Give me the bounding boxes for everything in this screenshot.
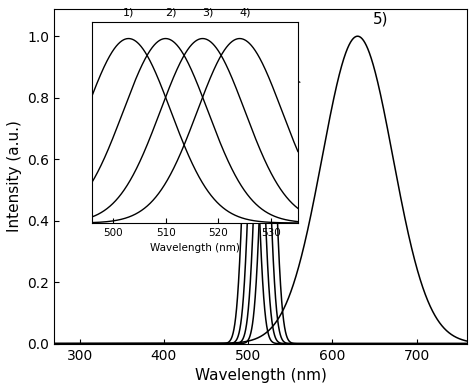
Text: 5): 5)	[373, 12, 388, 27]
X-axis label: Wavelength (nm): Wavelength (nm)	[195, 368, 327, 383]
Bar	[241, 35, 275, 74]
Y-axis label: Intensity (a.u.): Intensity (a.u.)	[7, 120, 22, 232]
